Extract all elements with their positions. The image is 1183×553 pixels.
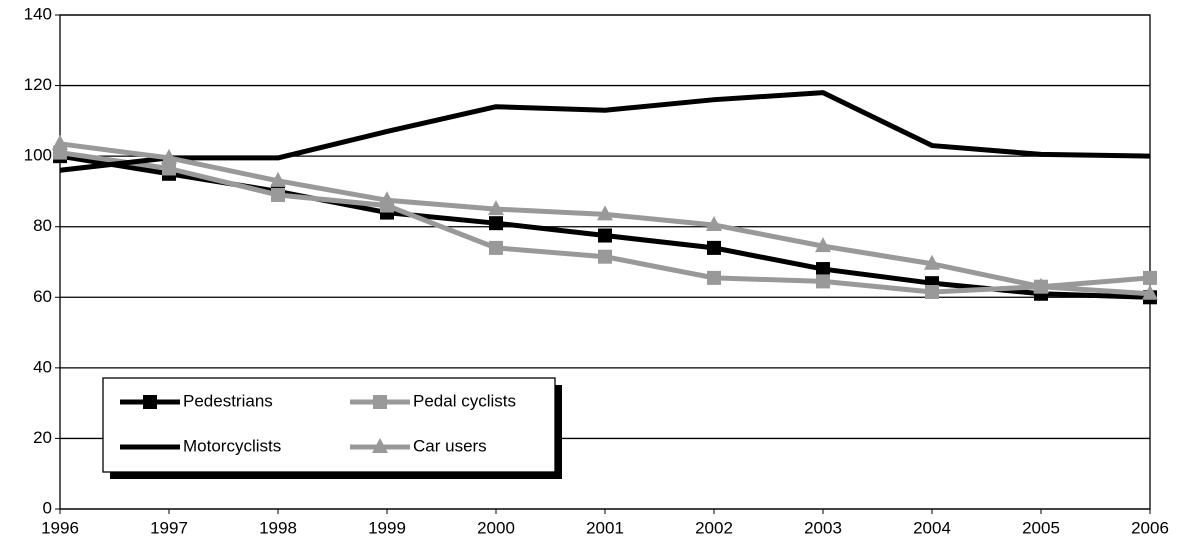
data-point	[815, 237, 831, 253]
data-point	[924, 254, 940, 270]
data-point	[161, 148, 177, 164]
data-point	[1142, 284, 1158, 300]
data-point	[270, 171, 286, 187]
legend-marker	[372, 438, 388, 453]
legend-label: Motorcyclists	[183, 436, 281, 455]
series-line	[59, 90, 1151, 173]
legend: Pedestrians Pedal cyclists Motorcyclists Ca…	[102, 377, 562, 479]
x-tick-label: 2000	[477, 518, 515, 537]
y-tick-label: 100	[24, 146, 52, 165]
x-tick-label: 1996	[41, 518, 79, 537]
legend-label: Car users	[413, 436, 487, 455]
data-point	[489, 216, 503, 231]
legend-box	[102, 377, 556, 473]
y-tick-label: 20	[33, 428, 52, 447]
legend-marker	[143, 395, 157, 409]
data-point	[1143, 270, 1157, 285]
data-point	[52, 134, 68, 150]
data-point	[489, 240, 503, 255]
legend-label: Pedal cyclists	[413, 391, 516, 410]
x-tick-label: 1999	[368, 518, 406, 537]
legend-label: Pedestrians	[183, 391, 273, 410]
x-tick-label: 2002	[695, 518, 733, 537]
y-tick-label: 40	[33, 357, 52, 376]
y-tick-label: 140	[24, 4, 52, 23]
x-tick-label: 1997	[150, 518, 188, 537]
x-tick-label: 2003	[804, 518, 842, 537]
data-point	[706, 215, 722, 231]
data-point	[271, 187, 285, 202]
data-point	[379, 191, 395, 207]
x-tick-label: 2005	[1022, 518, 1060, 537]
x-tick-label: 1998	[259, 518, 297, 537]
y-tick-label: 80	[33, 216, 52, 235]
y-tick-label: 60	[33, 287, 52, 306]
series-line	[59, 150, 1151, 295]
data-point	[1033, 277, 1049, 293]
data-point	[597, 205, 613, 221]
x-tick-label: 2001	[586, 518, 624, 537]
x-tick-label: 2006	[1131, 518, 1169, 537]
data-point	[598, 249, 612, 264]
y-tick-label: 0	[43, 498, 52, 517]
data-point	[816, 274, 830, 289]
legend-marker	[373, 395, 387, 409]
y-tick-label: 120	[24, 75, 52, 94]
data-point	[925, 284, 939, 299]
data-point	[707, 240, 721, 255]
data-point	[816, 262, 830, 277]
x-tick-label: 2004	[913, 518, 951, 537]
data-point	[488, 200, 504, 216]
data-point	[707, 270, 721, 285]
data-point	[598, 228, 612, 243]
data-point	[162, 161, 176, 176]
